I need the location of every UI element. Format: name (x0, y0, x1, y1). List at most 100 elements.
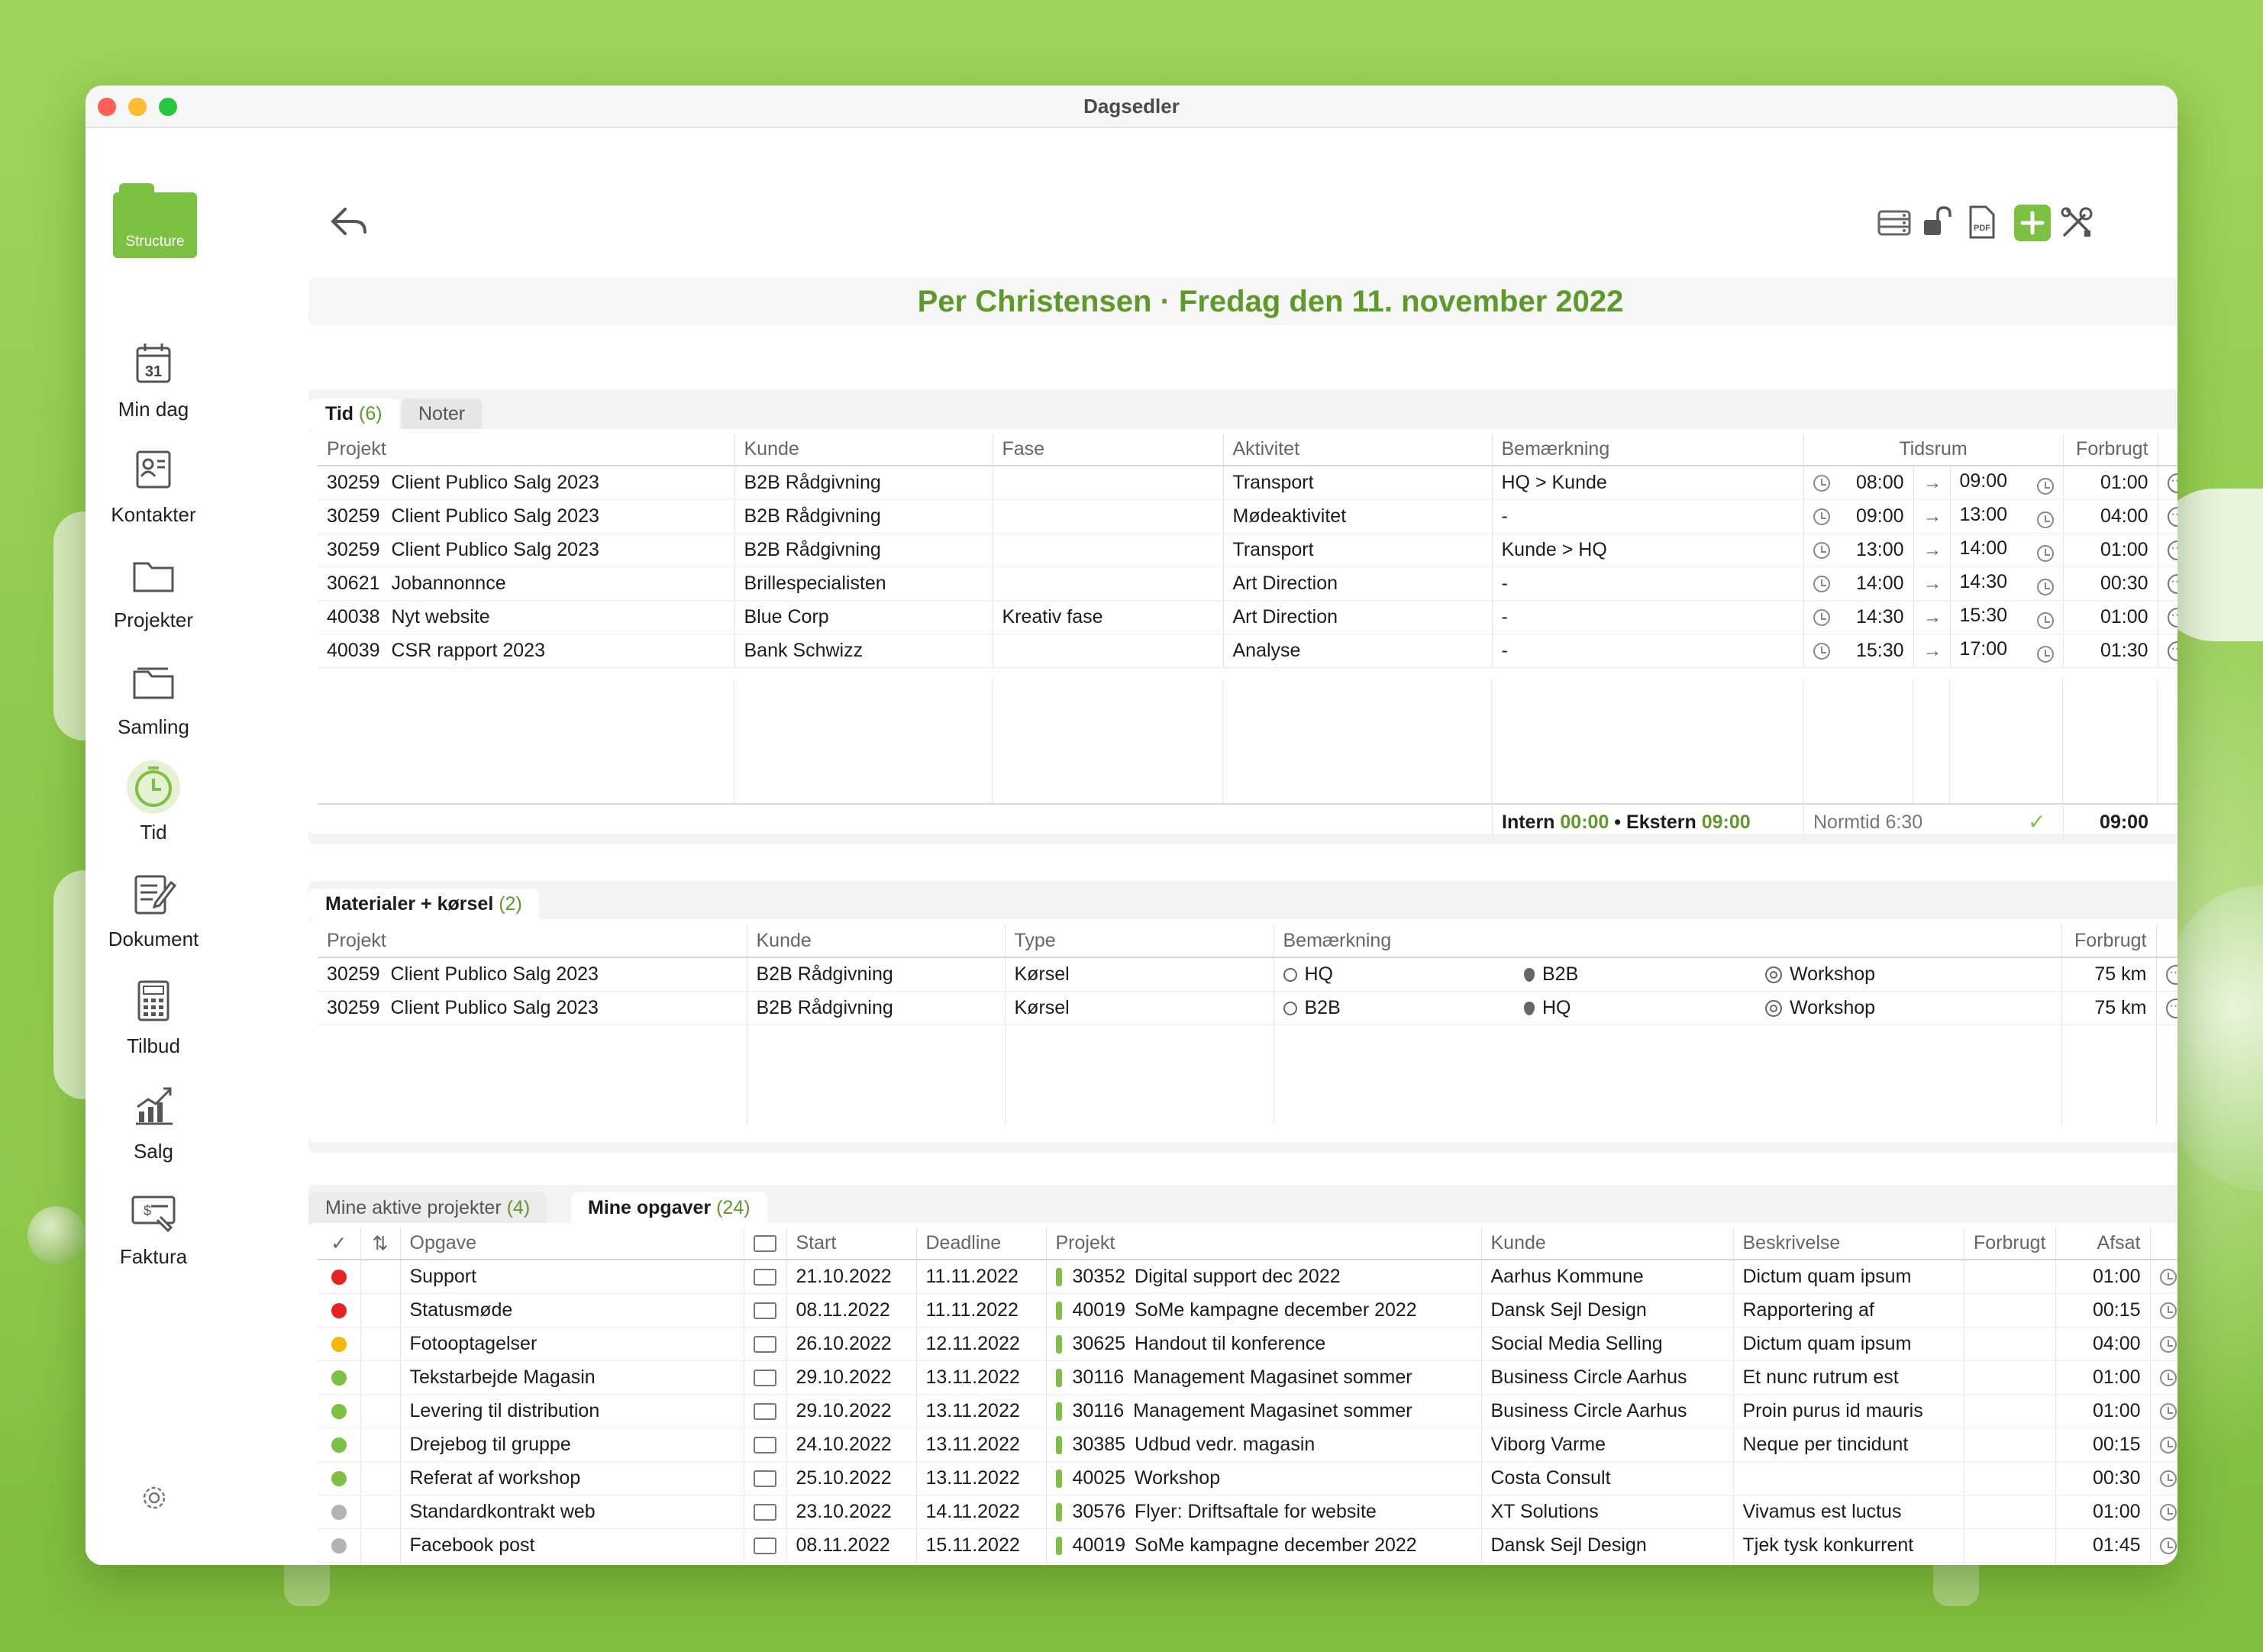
projekt-cell[interactable]: 40019 SoMe kampagne december 2022 (1046, 1528, 1482, 1563)
timer-icon[interactable] (2159, 1369, 2177, 1386)
more-options-icon[interactable]: ··· (2167, 540, 2177, 560)
timer-icon[interactable] (2159, 1503, 2177, 1521)
kunde-cell[interactable]: Blue Corp (734, 600, 993, 634)
actions-cell[interactable]: ··· (2158, 566, 2177, 601)
col-forbrugt[interactable]: Forbrugt (1964, 1228, 2056, 1260)
tab-mine-opgaver[interactable]: Mine opgaver (24) (571, 1192, 767, 1223)
opgave-cell[interactable]: Support (400, 1260, 744, 1294)
more-options-icon[interactable]: ··· (2165, 998, 2177, 1018)
tab-tid[interactable]: Tid (6) (308, 398, 399, 429)
from-location-cell[interactable]: B2B (1274, 991, 1515, 1025)
status-cell[interactable] (318, 1528, 361, 1563)
status-cell[interactable] (318, 1293, 361, 1328)
settings-gear-icon[interactable] (140, 1484, 168, 1512)
timer-icon[interactable] (2159, 1537, 2177, 1554)
task-row[interactable]: Standardkontrakt web 23.10.2022 14.11.2022… (318, 1495, 2177, 1529)
task-row[interactable]: Levering til distribution 29.10.2022 13.11… (318, 1394, 2177, 1428)
beskrivelse-cell[interactable]: Vivamus est luctus (1733, 1495, 1964, 1529)
kunde-cell[interactable]: Dansk Sejl Design (1481, 1528, 1734, 1563)
more-options-icon[interactable]: ··· (2167, 573, 2177, 594)
start-cell[interactable]: 21.10.2022 (786, 1260, 917, 1294)
timer-cell[interactable] (2150, 1428, 2177, 1462)
timer-icon[interactable] (2159, 1436, 2177, 1454)
kunde-cell[interactable]: B2B Rådgivning (734, 533, 993, 567)
end-time-cell[interactable]: 09:00 (1950, 466, 2064, 500)
fase-cell[interactable] (993, 499, 1224, 534)
timer-icon[interactable] (2159, 1302, 2177, 1319)
deadline-cell[interactable]: 13.11.2022 (916, 1394, 1047, 1428)
fase-cell[interactable]: Kreativ fase (993, 600, 1224, 634)
timer-cell[interactable] (2150, 1528, 2177, 1563)
to-location-cell[interactable]: ⬤ HQ (1515, 991, 1756, 1025)
deadline-cell[interactable]: 13.11.2022 (916, 1428, 1047, 1462)
kunde-cell[interactable]: Aarhus Kommune (1481, 1260, 1734, 1294)
sidebar-item-faktura[interactable]: $ Faktura (86, 1185, 221, 1269)
projekt-cell[interactable]: 40038 Nyt website (318, 600, 735, 634)
folder-cell[interactable] (744, 1562, 787, 1565)
tid-row[interactable]: 30259 Client Publico Salg 2023 B2B Rådgiv… (318, 499, 2177, 534)
start-cell[interactable]: 08.11.2022 (786, 1528, 917, 1563)
col-aktivitet[interactable]: Aktivitet (1223, 434, 1493, 466)
task-row[interactable]: Tekstarbejde Magasin 29.10.2022 13.11.2022… (318, 1360, 2177, 1395)
sidebar-item-projekter[interactable]: Projekter (86, 548, 221, 632)
col-bemaerkning[interactable]: Bemærkning (1492, 434, 1804, 466)
more-options-icon[interactable]: ··· (2167, 640, 2177, 661)
sidebar-item-dokument[interactable]: Dokument (86, 867, 221, 951)
projekt-cell[interactable]: 30385 Udbud vedr. magasin (1046, 1428, 1482, 1462)
more-options-icon[interactable]: ··· (2167, 607, 2177, 628)
folder-cell[interactable] (744, 1428, 787, 1462)
task-row[interactable]: Statusmøde 08.11.2022 11.11.2022 40019 SoMe … (318, 1293, 2177, 1328)
timer-cell[interactable] (2150, 1293, 2177, 1328)
from-location-cell[interactable]: HQ (1274, 957, 1515, 992)
kunde-cell[interactable]: Dansk Sejl Design (1481, 1562, 1734, 1565)
status-cell[interactable] (318, 1428, 361, 1462)
deadline-cell[interactable]: 15.11.2022 (916, 1562, 1047, 1565)
opgave-cell[interactable]: Referat af workshop (400, 1461, 744, 1496)
end-time-cell[interactable]: 14:30 (1950, 566, 2064, 601)
tid-row[interactable]: 30621 Jobannonnce Brillespecialisten Art D… (318, 566, 2177, 601)
close-window-button[interactable] (98, 98, 116, 116)
col-afsat[interactable]: Afsat (2055, 1228, 2151, 1260)
timer-cell[interactable] (2150, 1394, 2177, 1428)
end-time-cell[interactable]: 13:00 (1950, 499, 2064, 534)
beskrivelse-cell[interactable]: Neque per tincidunt (1733, 1428, 1964, 1462)
start-cell[interactable]: 26.10.2022 (786, 1327, 917, 1361)
kunde-cell[interactable]: Bank Schwizz (734, 634, 993, 668)
task-row[interactable]: Fotooptagelser 26.10.2022 12.11.2022 30625 H… (318, 1327, 2177, 1361)
bemaerkning-cell[interactable]: Kunde > HQ (1492, 533, 1804, 567)
more-options-icon[interactable]: ··· (2167, 506, 2177, 527)
projekt-cell[interactable]: 30259 Client Publico Salg 2023 (318, 991, 747, 1025)
folder-cell[interactable] (744, 1495, 787, 1529)
actions-cell[interactable]: ··· (2158, 634, 2177, 668)
status-cell[interactable] (318, 1394, 361, 1428)
fase-cell[interactable] (993, 466, 1224, 500)
kunde-cell[interactable]: Costa Consult (1481, 1461, 1734, 1496)
kunde-cell[interactable]: B2B Rådgivning (747, 991, 1006, 1025)
sidebar-item-tilbud[interactable]: Tilbud (86, 974, 221, 1058)
task-row[interactable]: Referat af workshop 25.10.2022 13.11.2022 4… (318, 1461, 2177, 1496)
beskrivelse-cell[interactable]: Et nunc rutrum est (1733, 1360, 1964, 1395)
col-bemaerkning[interactable]: Bemærkning (1274, 925, 2062, 958)
projekt-cell[interactable]: 30116 Management Magasinet sommer (1046, 1394, 1482, 1428)
projekt-cell[interactable]: 40019 SoMe kampagne december 2022 (1046, 1293, 1482, 1328)
kunde-cell[interactable]: Brillespecialisten (734, 566, 993, 601)
task-row[interactable]: Support 21.10.2022 11.11.2022 30352 Digital … (318, 1260, 2177, 1294)
materialer-row[interactable]: 30259 Client Publico Salg 2023 B2B Rådgivn… (318, 957, 2177, 992)
col-forbrugt[interactable]: Forbrugt (2061, 925, 2157, 958)
opgave-cell[interactable]: Statusmøde (400, 1293, 744, 1328)
folder-icon[interactable] (754, 1335, 776, 1353)
col-deadline[interactable]: Deadline (916, 1228, 1047, 1260)
actions-cell[interactable]: ··· (2158, 499, 2177, 534)
folder-cell[interactable] (744, 1327, 787, 1361)
start-cell[interactable]: 08.11.2022 (786, 1293, 917, 1328)
status-cell[interactable] (318, 1495, 361, 1529)
purpose-cell[interactable]: Workshop (1756, 991, 2062, 1025)
start-cell[interactable]: 29.10.2022 (786, 1360, 917, 1395)
sidebar-item-tid[interactable]: Tid (86, 760, 221, 844)
end-time-cell[interactable]: 14:00 (1950, 533, 2064, 567)
col-done[interactable]: ✓ (318, 1228, 361, 1260)
aktivitet-cell[interactable]: Art Direction (1223, 566, 1493, 601)
kunde-cell[interactable]: XT Solutions (1481, 1495, 1734, 1529)
timer-cell[interactable] (2150, 1461, 2177, 1496)
bemaerkning-cell[interactable]: - (1492, 566, 1804, 601)
